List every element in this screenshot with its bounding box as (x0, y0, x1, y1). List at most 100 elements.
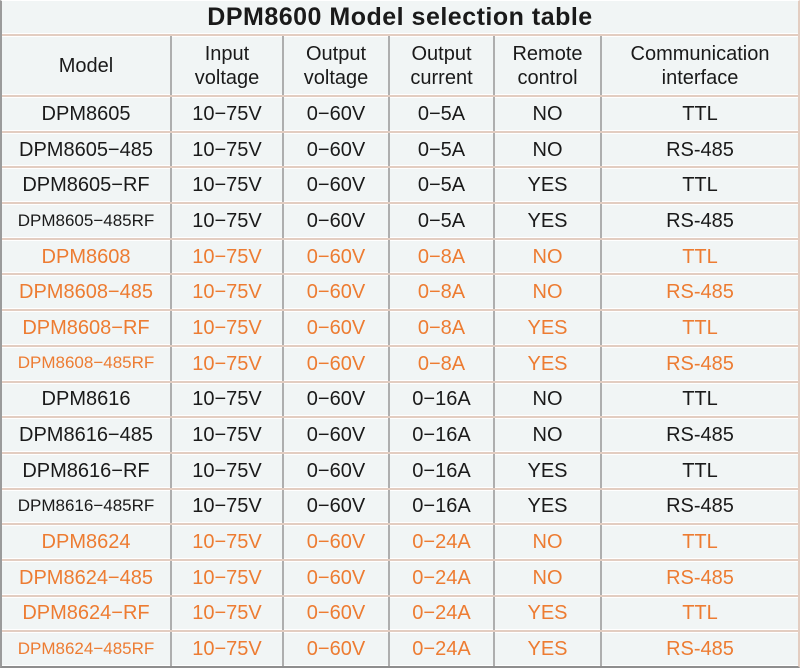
remote-control-cell: NO (493, 97, 600, 131)
output-voltage-cell: 0−60V (282, 632, 388, 666)
model-cell: DPM8608 (41, 245, 131, 268)
model-cell: DPM8624−RF (22, 602, 150, 625)
model-cell: DPM8605−485RF (17, 210, 155, 230)
communication-interface-cell: RS-485 (600, 489, 798, 524)
table-row: DPM8624 10−75V 0−60V 0−24A NO TTL (2, 523, 798, 559)
model-cell: DPM8605 (41, 102, 131, 125)
header-cell-model: Model (58, 54, 114, 77)
remote-control-cell: YES (493, 596, 600, 631)
output-voltage-cell: 0−60V (282, 382, 388, 417)
model-cell: DPM8605−RF (22, 174, 150, 197)
output-voltage-cell: 0−60V (282, 560, 388, 595)
remote-control-cell: YES (493, 453, 600, 488)
input-voltage-cell: 10−75V (170, 97, 282, 131)
remote-control-cell: NO (493, 382, 600, 417)
model-cell: DPM8608−485RF (17, 353, 155, 373)
output-current-cell: 0−24A (388, 596, 493, 631)
input-voltage-cell: 10−75V (170, 239, 282, 274)
input-voltage-cell: 10−75V (170, 275, 282, 310)
model-cell: DPM8616−485RF (17, 496, 155, 516)
model-cell: DPM8624−485RF (17, 638, 155, 658)
input-voltage-cell: 10−75V (170, 132, 282, 167)
model-cell: DPM8616−RF (22, 459, 150, 482)
input-voltage-cell: 10−75V (170, 382, 282, 417)
output-voltage-cell: 0−60V (282, 346, 388, 381)
output-voltage-cell: 0−60V (282, 311, 388, 345)
table-body: DPM8605 10−75V 0−60V 0−5A NO TTL DPM8605−485 10… (2, 95, 798, 666)
output-current-cell: 0−8A (388, 275, 493, 310)
communication-interface-cell: TTL (600, 97, 798, 131)
communication-interface-cell: RS-485 (600, 632, 798, 666)
table-row: DPM8605−485 10−75V 0−60V 0−5A NO RS-485 (2, 130, 798, 167)
output-current-cell: 0−16A (388, 382, 493, 417)
output-current-cell: 0−24A (388, 525, 493, 559)
header-cell-output_current: Output current (388, 36, 493, 95)
remote-control-cell: YES (493, 632, 600, 666)
table-row: DPM8608−485 10−75V 0−60V 0−8A NO RS-485 (2, 273, 798, 310)
table-row: DPM8608−RF 10−75V 0−60V 0−8A YES TTL (2, 309, 798, 345)
communication-interface-cell: RS-485 (600, 275, 798, 310)
input-voltage-cell: 10−75V (170, 418, 282, 452)
output-voltage-cell: 0−60V (282, 204, 388, 238)
communication-interface-cell: TTL (600, 382, 798, 417)
table-row: DPM8605 10−75V 0−60V 0−5A NO TTL (2, 95, 798, 131)
remote-control-cell: NO (493, 132, 600, 167)
table-row: DPM8608−485RF 10−75V 0−60V 0−8A YES RS-485 (2, 344, 798, 381)
table-row: DPM8624−485 10−75V 0−60V 0−24A NO RS-485 (2, 558, 798, 595)
communication-interface-cell: TTL (600, 239, 798, 274)
output-voltage-cell: 0−60V (282, 97, 388, 131)
remote-control-cell: NO (493, 418, 600, 452)
input-voltage-cell: 10−75V (170, 168, 282, 203)
input-voltage-cell: 10−75V (170, 525, 282, 559)
remote-control-cell: YES (493, 346, 600, 381)
communication-interface-cell: TTL (600, 311, 798, 345)
output-current-cell: 0−16A (388, 453, 493, 488)
input-voltage-cell: 10−75V (170, 311, 282, 345)
table-row: DPM8624−RF 10−75V 0−60V 0−24A YES TTL (2, 594, 798, 631)
remote-control-cell: YES (493, 311, 600, 345)
output-current-cell: 0−16A (388, 418, 493, 452)
table-row: DPM8616−485RF 10−75V 0−60V 0−16A YES RS-485 (2, 487, 798, 524)
output-voltage-cell: 0−60V (282, 489, 388, 524)
header-cell-input_voltage: Input voltage (170, 36, 282, 95)
output-voltage-cell: 0−60V (282, 418, 388, 452)
output-voltage-cell: 0−60V (282, 239, 388, 274)
table-row: DPM8616 10−75V 0−60V 0−16A NO TTL (2, 380, 798, 417)
output-voltage-cell: 0−60V (282, 596, 388, 631)
output-current-cell: 0−5A (388, 132, 493, 167)
table-row: DPM8616−RF 10−75V 0−60V 0−16A YES TTL (2, 451, 798, 488)
model-cell: DPM8624−485 (19, 566, 153, 589)
input-voltage-cell: 10−75V (170, 453, 282, 488)
output-current-cell: 0−24A (388, 560, 493, 595)
output-current-cell: 0−8A (388, 239, 493, 274)
input-voltage-cell: 10−75V (170, 204, 282, 238)
output-voltage-cell: 0−60V (282, 275, 388, 310)
input-voltage-cell: 10−75V (170, 632, 282, 666)
output-voltage-cell: 0−60V (282, 453, 388, 488)
table-row: DPM8605−RF 10−75V 0−60V 0−5A YES TTL (2, 166, 798, 203)
input-voltage-cell: 10−75V (170, 346, 282, 381)
table-row: DPM8605−485RF 10−75V 0−60V 0−5A YES RS-485 (2, 202, 798, 238)
model-cell: DPM8616 (41, 388, 131, 411)
communication-interface-cell: RS-485 (600, 204, 798, 238)
header-cell-remote_control: Remote control (493, 36, 600, 95)
model-cell: DPM8608−RF (22, 316, 150, 339)
remote-control-cell: NO (493, 275, 600, 310)
remote-control-cell: YES (493, 204, 600, 238)
communication-interface-cell: TTL (600, 596, 798, 631)
input-voltage-cell: 10−75V (170, 596, 282, 631)
model-cell: DPM8605−485 (19, 138, 153, 161)
communication-interface-cell: TTL (600, 525, 798, 559)
output-current-cell: 0−5A (388, 97, 493, 131)
output-voltage-cell: 0−60V (282, 168, 388, 203)
input-voltage-cell: 10−75V (170, 560, 282, 595)
output-voltage-cell: 0−60V (282, 132, 388, 167)
communication-interface-cell: TTL (600, 453, 798, 488)
header-row: Model Input voltage Output voltage Output c… (2, 34, 798, 95)
output-current-cell: 0−5A (388, 168, 493, 203)
table-row: DPM8616−485 10−75V 0−60V 0−16A NO RS-485 (2, 416, 798, 452)
output-current-cell: 0−8A (388, 311, 493, 345)
output-current-cell: 0−16A (388, 489, 493, 524)
input-voltage-cell: 10−75V (170, 489, 282, 524)
remote-control-cell: NO (493, 560, 600, 595)
